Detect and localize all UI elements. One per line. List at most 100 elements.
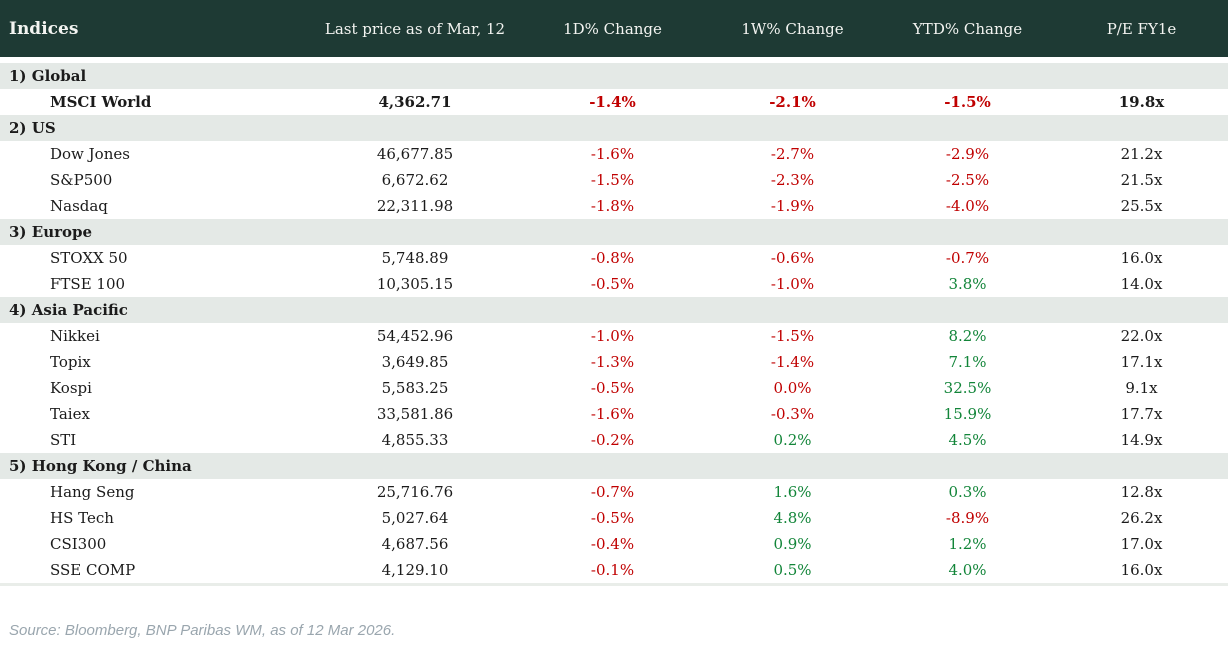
pe-fy1e: 16.0x <box>1120 561 1163 579</box>
header-pe-fy1e: P/E FY1e <box>1106 19 1177 38</box>
section-row: 3) Europe <box>0 219 1228 245</box>
last-price: 4,687.56 <box>381 535 449 553</box>
change-1d: -1.6% <box>590 145 635 163</box>
pe-fy1e: 17.7x <box>1120 405 1163 423</box>
section-label: 4) Asia Pacific <box>9 301 128 319</box>
last-price: 5,027.64 <box>381 509 449 527</box>
source-note: Source: Bloomberg, BNP Paribas WM, as of… <box>9 622 396 639</box>
last-price: 25,716.76 <box>376 483 454 501</box>
table-row: STI 4,855.33 -0.2% 0.2% 4.5% 14.9x <box>0 427 1228 453</box>
index-name: Taiex <box>50 405 90 423</box>
change-1d: -1.3% <box>590 353 635 371</box>
change-1w: -0.3% <box>770 405 815 423</box>
change-1d: -0.5% <box>590 509 635 527</box>
change-ytd: -4.0% <box>945 197 990 215</box>
change-ytd: -0.7% <box>945 249 990 267</box>
index-name: Dow Jones <box>50 145 130 163</box>
pe-fy1e: 25.5x <box>1120 197 1163 215</box>
change-1w: 4.8% <box>773 509 812 527</box>
change-1w: -0.6% <box>770 249 815 267</box>
change-1d: -1.4% <box>589 93 636 111</box>
pe-fy1e: 21.5x <box>1120 171 1163 189</box>
section-row: 2) US <box>0 115 1228 141</box>
index-name: MSCI World <box>50 93 152 111</box>
change-ytd: -8.9% <box>945 509 990 527</box>
pe-fy1e: 14.0x <box>1120 275 1163 293</box>
last-price: 4,362.71 <box>378 93 452 111</box>
last-price: 54,452.96 <box>376 327 454 345</box>
change-1w: -1.5% <box>770 327 815 345</box>
table-row: STOXX 50 5,748.89 -0.8% -0.6% -0.7% 16.0x <box>0 245 1228 271</box>
table-bottom-divider <box>0 583 1228 586</box>
change-1w: -2.3% <box>770 171 815 189</box>
change-1w: -2.1% <box>769 93 816 111</box>
table-row: CSI300 4,687.56 -0.4% 0.9% 1.2% 17.0x <box>0 531 1228 557</box>
pe-fy1e: 17.1x <box>1120 353 1163 371</box>
change-1w: 0.5% <box>773 561 812 579</box>
section-row: 5) Hong Kong / China <box>0 453 1228 479</box>
change-1d: -1.6% <box>590 405 635 423</box>
section-label: 5) Hong Kong / China <box>9 457 192 475</box>
pe-fy1e: 9.1x <box>1125 379 1158 397</box>
header-1d-change: 1D% Change <box>563 19 662 38</box>
change-1d: -0.2% <box>590 431 635 449</box>
table-row: Hang Seng 25,716.76 -0.7% 1.6% 0.3% 12.8x <box>0 479 1228 505</box>
change-1w: 0.0% <box>773 379 812 397</box>
last-price: 46,677.85 <box>376 145 454 163</box>
table-row: Topix 3,649.85 -1.3% -1.4% 7.1% 17.1x <box>0 349 1228 375</box>
table-row: Taiex 33,581.86 -1.6% -0.3% 15.9% 17.7x <box>0 401 1228 427</box>
change-ytd: 4.0% <box>948 561 987 579</box>
index-name: Nikkei <box>50 327 100 345</box>
last-price: 6,672.62 <box>381 171 449 189</box>
change-1w: -1.4% <box>770 353 815 371</box>
change-1d: -1.8% <box>590 197 635 215</box>
change-ytd: 0.3% <box>948 483 987 501</box>
header-last-price: Last price as of Mar, 12 <box>324 19 506 38</box>
index-name: STOXX 50 <box>50 249 128 267</box>
index-name: Kospi <box>50 379 92 397</box>
change-1w: 1.6% <box>773 483 812 501</box>
change-1w: -1.9% <box>770 197 815 215</box>
last-price: 5,748.89 <box>381 249 449 267</box>
change-1w: 0.9% <box>773 535 812 553</box>
table-row: Kospi 5,583.25 -0.5% 0.0% 32.5% 9.1x <box>0 375 1228 401</box>
change-1d: -0.8% <box>590 249 635 267</box>
index-name: Topix <box>50 353 91 371</box>
change-ytd: 1.2% <box>948 535 987 553</box>
change-ytd: 3.8% <box>948 275 987 293</box>
change-ytd: -1.5% <box>944 93 991 111</box>
last-price: 4,855.33 <box>381 431 449 449</box>
table-row: Nikkei 54,452.96 -1.0% -1.5% 8.2% 22.0x <box>0 323 1228 349</box>
index-name: STI <box>50 431 77 449</box>
index-name: FTSE 100 <box>50 275 126 293</box>
change-ytd: -2.9% <box>945 145 990 163</box>
change-1w: 0.2% <box>773 431 812 449</box>
change-ytd: -2.5% <box>945 171 990 189</box>
index-name: SSE COMP <box>50 561 136 579</box>
table-header: Indices Last price as of Mar, 12 1D% Cha… <box>0 0 1228 57</box>
pe-fy1e: 17.0x <box>1120 535 1163 553</box>
index-name: HS Tech <box>50 509 114 527</box>
pe-fy1e: 26.2x <box>1120 509 1163 527</box>
index-name: S&P500 <box>50 171 113 189</box>
change-1d: -0.7% <box>590 483 635 501</box>
change-1d: -0.5% <box>590 275 635 293</box>
pe-fy1e: 16.0x <box>1120 249 1163 267</box>
index-name: Nasdaq <box>50 197 108 215</box>
table-row: S&P500 6,672.62 -1.5% -2.3% -2.5% 21.5x <box>0 167 1228 193</box>
last-price: 10,305.15 <box>376 275 454 293</box>
section-row: 1) Global <box>0 63 1228 89</box>
table-row: HS Tech 5,027.64 -0.5% 4.8% -8.9% 26.2x <box>0 505 1228 531</box>
table-row: SSE COMP 4,129.10 -0.1% 0.5% 4.0% 16.0x <box>0 557 1228 583</box>
header-indices-label: Indices <box>9 18 79 39</box>
change-1d: -0.4% <box>590 535 635 553</box>
header-ytd-change: YTD% Change <box>912 19 1023 38</box>
section-row: 4) Asia Pacific <box>0 297 1228 323</box>
section-label: 3) Europe <box>9 223 93 241</box>
last-price: 3,649.85 <box>381 353 449 371</box>
change-1w: -2.7% <box>770 145 815 163</box>
pe-fy1e: 19.8x <box>1118 93 1165 111</box>
table-body: 1) Global MSCI World 4,362.71 -1.4% -2.1% -1.… <box>0 63 1228 583</box>
pe-fy1e: 12.8x <box>1120 483 1163 501</box>
table-row: Dow Jones 46,677.85 -1.6% -2.7% -2.9% 21.2x <box>0 141 1228 167</box>
